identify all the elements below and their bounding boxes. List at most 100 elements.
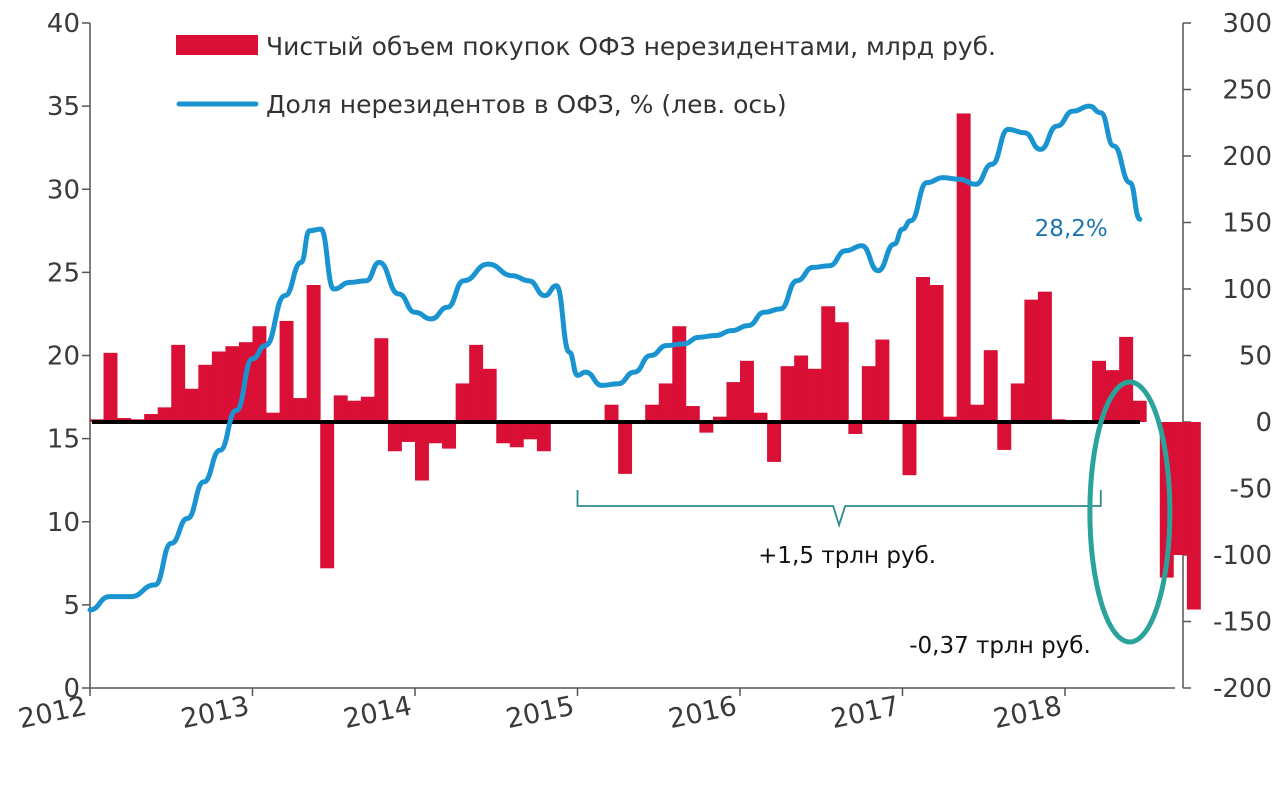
bar [320, 422, 335, 569]
bar [428, 422, 443, 444]
bar [171, 344, 186, 422]
bar [1119, 336, 1134, 422]
line-end-label: 28,2% [1035, 216, 1108, 242]
bar [861, 366, 876, 422]
bar [415, 422, 429, 481]
bar [834, 322, 849, 422]
bar [929, 285, 944, 422]
left-tick-label: 25 [47, 258, 80, 288]
bar [712, 416, 727, 422]
bar [848, 422, 863, 434]
right-tick-label: 300 [1222, 9, 1272, 39]
bar [482, 368, 497, 422]
bar [279, 320, 294, 422]
left-tick-label: 20 [47, 342, 80, 372]
bar [699, 422, 714, 433]
bar [1037, 291, 1052, 422]
bar [211, 351, 226, 422]
bar [469, 344, 484, 422]
bar [1186, 422, 1201, 610]
x-tick-label: 2014 [341, 691, 415, 736]
x-tick-label: 2013 [178, 691, 252, 736]
bar [374, 338, 389, 422]
bar [726, 382, 741, 422]
bar [956, 113, 971, 422]
x-tick-label: 2016 [666, 691, 740, 736]
bar [157, 407, 172, 422]
bar [1132, 400, 1147, 422]
bar [347, 400, 362, 422]
bar [658, 383, 673, 422]
left-tick-label: 40 [47, 9, 80, 39]
bar [360, 396, 375, 422]
brace-bracket [576, 490, 1102, 528]
bar [753, 412, 768, 422]
right-tick-label: 100 [1222, 275, 1272, 305]
x-tick-label: 2017 [828, 691, 902, 736]
bar [807, 368, 822, 422]
left-tick-label: 5 [63, 591, 80, 621]
bar [1024, 299, 1039, 422]
annotations: 28,2% +1,5 трлн руб. -0,37 трлн руб. [576, 216, 1173, 659]
bar [794, 355, 809, 422]
bar-series [90, 113, 1201, 610]
right-tick-label: -150 [1213, 608, 1272, 638]
bar [645, 404, 660, 422]
right-tick-label: 250 [1222, 76, 1272, 106]
bar [523, 422, 538, 440]
right-tick-label: -200 [1213, 674, 1272, 704]
bar [983, 350, 998, 422]
right-tick-label: -100 [1213, 541, 1272, 571]
bar [672, 326, 687, 422]
bar [401, 422, 416, 442]
bar [1010, 383, 1025, 422]
bar [536, 422, 551, 452]
bar [1173, 422, 1188, 555]
bar [333, 395, 348, 422]
ellipse-label: -0,37 трлн руб. [909, 633, 1091, 659]
bar [1092, 360, 1107, 422]
bar [184, 388, 199, 422]
bar [604, 404, 619, 422]
left-tick-label: 0 [63, 674, 80, 704]
highlight-ellipse [1087, 379, 1173, 645]
bar [455, 383, 470, 422]
legend-line-label: Доля нерезидентов в ОФЗ, % (лев. ось) [266, 90, 787, 119]
bar [618, 422, 633, 474]
right-tick-label: 150 [1222, 209, 1272, 239]
bar [266, 412, 280, 422]
bar [943, 416, 958, 422]
left-tick-label: 30 [47, 175, 80, 205]
x-tick-label: 2012 [16, 691, 90, 736]
bar [442, 422, 457, 449]
right-tick-label: 0 [1255, 408, 1272, 438]
bar [875, 339, 890, 422]
right-tick-label: -50 [1230, 475, 1272, 505]
bar [997, 422, 1012, 450]
bar [902, 422, 917, 476]
bar [740, 360, 754, 422]
bar [387, 422, 402, 452]
share-line-series [87, 103, 1143, 613]
bar [780, 366, 795, 422]
bar [144, 414, 159, 422]
left-tick-label: 15 [47, 425, 80, 455]
bar [821, 306, 836, 422]
bar [293, 398, 308, 422]
bar [198, 364, 213, 422]
bar [225, 346, 240, 422]
x-tick-label: 2018 [991, 691, 1065, 736]
bar [767, 422, 782, 462]
bar [252, 326, 267, 422]
left-tick-label: 10 [47, 508, 80, 538]
bar [306, 285, 321, 422]
x-tick-label: 2015 [503, 691, 577, 736]
bar [916, 277, 930, 422]
right-tick-label: 200 [1222, 142, 1272, 172]
legend-bar-label: Чистый объем покупок ОФЗ нерезидентами, … [266, 32, 996, 61]
bar [103, 352, 118, 422]
left-tick-label: 35 [47, 92, 80, 122]
bar [509, 422, 524, 448]
bar [496, 422, 511, 444]
